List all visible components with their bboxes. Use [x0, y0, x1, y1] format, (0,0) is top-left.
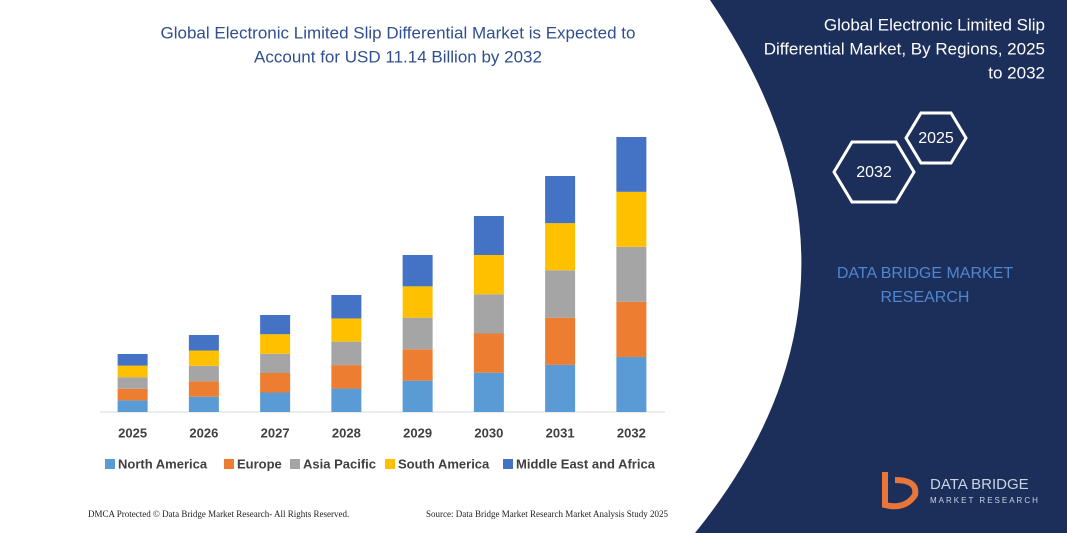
bar-segment [402, 380, 433, 412]
bar-segment [473, 254, 504, 295]
x-tick-label: 2028 [332, 425, 361, 440]
bar-segment [260, 334, 291, 354]
bar-segment [260, 314, 291, 335]
legend-label: Middle East and Africa [516, 456, 656, 471]
hexagon [832, 140, 916, 204]
bar-segment [188, 396, 219, 412]
chart-title-line-1: Global Electronic Limited Slip Different… [161, 23, 636, 42]
bar-segment [117, 353, 148, 366]
bar-segment [473, 372, 504, 412]
bar-segment [117, 377, 148, 389]
bar-segment [545, 364, 576, 412]
logo-text: DATA BRIDGE [930, 476, 1029, 493]
bar-segment [402, 286, 433, 318]
bar-segment [545, 176, 576, 224]
footer-right: Source: Data Bridge Market Research Mark… [426, 509, 668, 519]
bar-segment [473, 215, 504, 255]
bar-segment [545, 270, 576, 318]
bar-segment [117, 400, 148, 412]
panel-title-line-2: Differential Market, By Regions, 2025 [764, 39, 1045, 58]
legend-label: Europe [237, 456, 282, 471]
x-tick-label: 2027 [261, 425, 290, 440]
hexagon [904, 111, 968, 165]
legend-label: South America [398, 456, 490, 471]
panel-title-line-1: Global Electronic Limited Slip [824, 15, 1045, 34]
panel-title-line-3: to 2032 [988, 63, 1045, 82]
bar-segment [402, 349, 433, 381]
bar-segment [331, 294, 362, 319]
bar-segment [402, 317, 433, 350]
x-tick-label: 2026 [189, 425, 218, 440]
x-tick-label: 2025 [118, 425, 147, 440]
hexagon-label: 2025 [918, 130, 954, 147]
x-tick-label: 2030 [474, 425, 503, 440]
chart-title-line-2: Account for USD 11.14 Billion by 2032 [254, 47, 542, 66]
bar-segment [616, 137, 647, 192]
bar-segment [473, 333, 504, 373]
bar-segment [117, 388, 148, 401]
x-tick-label: 2031 [546, 425, 575, 440]
x-tick-label: 2032 [617, 425, 646, 440]
bar-segment [260, 372, 291, 393]
legend-swatch [503, 459, 513, 469]
bar-segment [260, 353, 291, 373]
bar-segment [331, 388, 362, 412]
bar-segment [331, 365, 362, 389]
bar-segment [331, 341, 362, 366]
legend-swatch [224, 459, 234, 469]
logo-icon [882, 472, 919, 510]
bar-segment [616, 301, 647, 357]
bar-segment [331, 318, 362, 342]
brand-text: DATA BRIDGE MARKET [837, 265, 1014, 282]
bar-segment [473, 294, 504, 334]
bar-segment [616, 191, 647, 247]
bar-segment [260, 392, 291, 412]
legend-swatch [290, 459, 300, 469]
legend-label: North America [118, 456, 208, 471]
bar-segment [188, 381, 219, 397]
bar-segment [188, 365, 219, 382]
bar-segment [616, 246, 647, 302]
side-panel [695, 0, 1067, 533]
hexagon-label: 2032 [856, 164, 892, 181]
x-tick-label: 2029 [403, 425, 432, 440]
legend-swatch [105, 459, 115, 469]
legend-label: Asia Pacific [303, 456, 376, 471]
legend-swatch [385, 459, 395, 469]
bar-segment [616, 356, 647, 412]
brand-text: RESEARCH [881, 289, 970, 306]
bar-segment [188, 350, 219, 366]
bar-segment [117, 365, 148, 378]
footer-left: DMCA Protected © Data Bridge Market Rese… [88, 509, 349, 519]
bar-segment [545, 223, 576, 271]
bar-segment [545, 317, 576, 365]
logo-subtext: MARKET RESEARCH [930, 496, 1040, 505]
bar-segment [188, 334, 219, 351]
bar-segment [402, 254, 433, 287]
